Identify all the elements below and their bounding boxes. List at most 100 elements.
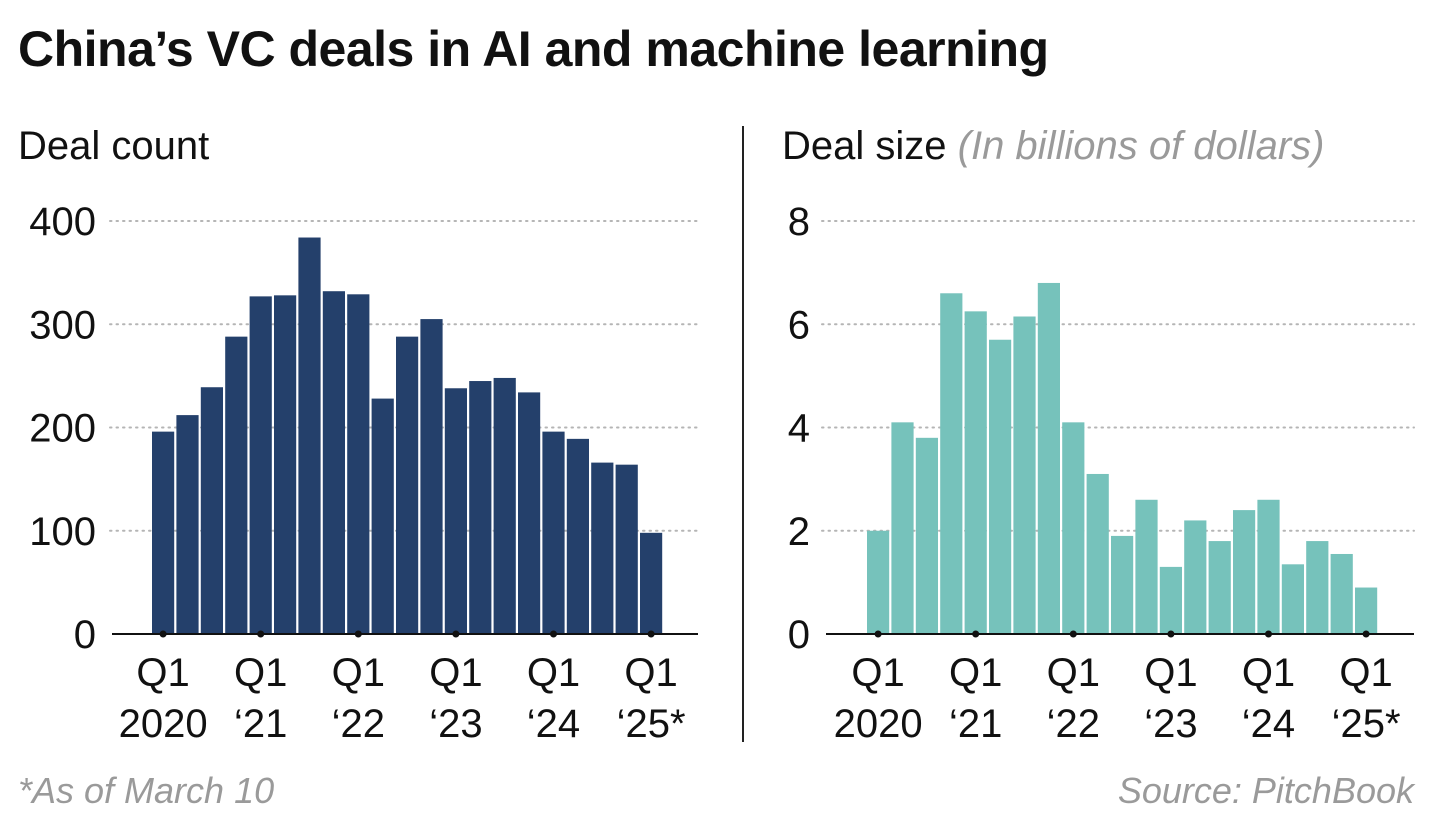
deal-size-bar [1355, 587, 1378, 634]
deal-count-xtick-label: Q1 [234, 651, 287, 695]
deal-size-bar [1135, 499, 1158, 634]
deal-size-bar [1306, 541, 1329, 634]
deal-count-bar [249, 296, 272, 634]
deal-size-xtick-label: 2020 [834, 702, 923, 746]
deal-size-bar [1281, 564, 1304, 634]
deal-count-xtick-label: Q1 [136, 651, 189, 695]
deal-count-xtick-label: 2020 [119, 702, 208, 746]
deal-count-bar [371, 398, 394, 634]
deal-size-unit-note: (In billions of dollars) [957, 124, 1325, 168]
deal-size-bar [1111, 535, 1134, 634]
deal-size-bar [1330, 553, 1353, 634]
deal-count-xtick-label: ‘23 [429, 702, 482, 746]
deal-size-ytick-label: 6 [788, 303, 810, 347]
deal-size-xtick-dot [874, 630, 882, 638]
deal-size-bar [1086, 473, 1109, 634]
deal-count-xtick-dot [354, 630, 362, 638]
deal-size-bar [989, 339, 1012, 634]
deal-count-ytick-label: 100 [29, 510, 96, 554]
deal-size-title: Deal size [782, 124, 947, 168]
deal-count-ytick-label: 200 [29, 407, 96, 451]
deal-size-xtick-label: Q1 [851, 651, 904, 695]
deal-size-xtick-label: Q1 [1339, 651, 1392, 695]
deal-count-xtick-label: Q1 [527, 651, 580, 695]
deal-count-bar [152, 431, 175, 634]
deal-size-ytick-label: 2 [788, 510, 810, 554]
deal-size-xtick-dot [1069, 630, 1077, 638]
deal-size-chart: 0 2 4 6 8 Q1 2020 Q1 ‘21 Q1 ‘22 Q1 ‘23 Q1 ‘24 Q1 ‘25* [788, 200, 1415, 746]
deal-count-title: Deal count [18, 124, 210, 168]
deal-size-bar [1233, 510, 1256, 634]
deal-count-bar [493, 377, 516, 634]
deal-count-panel-title: Deal count [18, 124, 209, 169]
deal-count-xtick-label: ‘22 [332, 702, 385, 746]
deal-size-xtick-label: Q1 [1144, 651, 1197, 695]
deal-count-bar [176, 415, 199, 634]
deal-count-xtick-label: ‘25* [617, 702, 686, 746]
deal-count-bar [200, 387, 223, 634]
deal-count-ytick-label: 0 [74, 613, 96, 657]
deal-count-bar [469, 381, 492, 634]
deal-size-xtick-dot [972, 630, 980, 638]
deal-count-ytick-label: 300 [29, 303, 96, 347]
deal-size-xtick-label: ‘23 [1144, 702, 1197, 746]
deal-count-xtick-label: Q1 [624, 651, 677, 695]
deal-count-xtick-label: ‘21 [234, 702, 287, 746]
deal-size-ytick-label: 0 [788, 613, 810, 657]
deal-count-xtick-dot [550, 630, 557, 638]
deal-size-bar [1208, 541, 1231, 634]
deal-size-bar [891, 422, 914, 634]
deal-count-xtick-dot [647, 630, 655, 638]
panel-divider [742, 126, 744, 742]
deal-size-panel-title: Deal size (In billions of dollars) [782, 124, 1324, 169]
deal-count-bar [518, 392, 541, 634]
deal-size-bar [867, 530, 890, 634]
deal-count-xtick-dot [159, 630, 167, 638]
deal-count-bar [274, 295, 297, 634]
deal-count-ytick-label: 400 [29, 200, 96, 244]
deal-size-bar [964, 311, 987, 634]
source-note: Source: PitchBook [1117, 770, 1414, 811]
deal-size-xtick-label: ‘21 [949, 702, 1002, 746]
deal-count-bar [615, 464, 638, 634]
deal-count-bar [347, 294, 370, 634]
deal-count-bar [225, 336, 248, 634]
deal-size-bar [940, 293, 963, 634]
deal-size-xtick-dot [1362, 630, 1370, 638]
deal-size-xtick-label: ‘24 [1242, 702, 1295, 746]
deal-size-ytick-label: 8 [788, 200, 810, 244]
deal-count-chart: 0 100 200 300 400 Q1 2020 Q1 ‘21 Q1 ‘22 Q1 ‘23 Q1 ‘24 Q… [29, 200, 699, 746]
chart-title: China’s VC deals in AI and machine learn… [18, 21, 1049, 77]
deal-size-xtick-label: ‘22 [1047, 702, 1100, 746]
deal-size-xtick-dot [1265, 630, 1272, 638]
deal-count-bar [396, 336, 419, 634]
deal-size-bar [1257, 499, 1280, 634]
deal-count-xtick-dot [452, 630, 460, 638]
deal-size-bar [1037, 282, 1060, 634]
deal-count-xtick-label: ‘24 [527, 702, 580, 746]
deal-size-bar [1159, 566, 1182, 634]
deal-size-bar [1062, 422, 1085, 634]
deal-size-ytick-label: 4 [788, 407, 810, 451]
deal-size-xtick-dot [1167, 630, 1175, 638]
deal-count-xtick-dot [257, 630, 265, 638]
deal-count-bar [640, 532, 663, 634]
deal-count-bar [591, 462, 614, 634]
deal-count-bar [420, 319, 443, 634]
deal-count-bar [298, 237, 321, 634]
deal-count-xtick-label: Q1 [429, 651, 482, 695]
deal-size-xtick-label: Q1 [949, 651, 1002, 695]
deal-size-bar [1184, 520, 1207, 634]
footnote: *As of March 10 [18, 770, 275, 811]
deal-size-xtick-label: Q1 [1047, 651, 1100, 695]
deal-count-xtick-label: Q1 [332, 651, 385, 695]
deal-count-bar [322, 291, 345, 634]
deal-count-bar [444, 388, 467, 634]
deal-size-xtick-label: Q1 [1242, 651, 1295, 695]
deal-size-bar [1013, 316, 1036, 634]
deal-count-bar [542, 431, 565, 634]
deal-count-bar [566, 438, 589, 634]
deal-size-bar [915, 437, 938, 634]
deal-size-xtick-label: ‘25* [1332, 702, 1401, 746]
